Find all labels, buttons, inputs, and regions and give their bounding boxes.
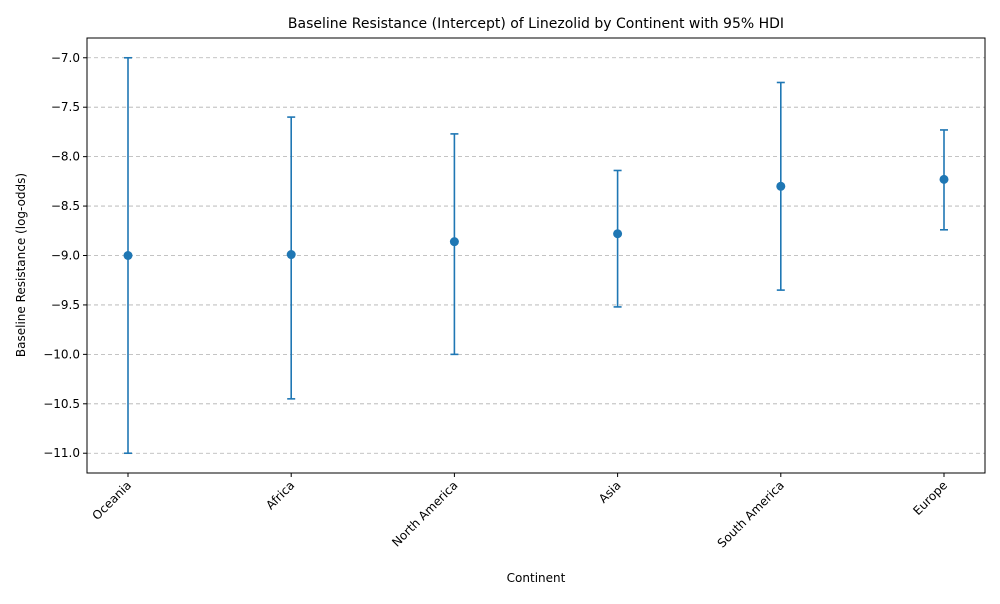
y-tick-label: −8.0 [51,150,80,164]
data-point [613,229,623,239]
y-tick-label: −8.5 [51,199,80,213]
data-point [939,174,949,184]
mark-layer [123,56,949,455]
y-tick-label: −9.5 [51,298,80,312]
y-axis-label: Baseline Resistance (log-odds) [14,173,28,357]
x-tick-label: Asia [596,478,624,506]
data-point [286,250,296,260]
x-tick-label: Oceania [90,478,135,523]
data-point [123,251,133,260]
x-axis-label: Continent [507,571,566,585]
y-tick-label: −7.5 [51,100,80,114]
y-tick-label: −7.0 [51,51,80,65]
chart-title: Baseline Resistance (Intercept) of Linez… [288,16,784,32]
plot-frame [86,37,986,474]
y-tick-label: −10.5 [43,397,80,411]
x-tick-label: South America [715,478,787,550]
grid-layer [87,57,985,454]
y-tick-label: −9.0 [51,249,80,263]
data-point [776,181,786,191]
x-tick-label: North America [389,478,460,549]
data-point [449,237,459,247]
x-tick-label: Africa [263,478,297,512]
y-tick-label: −11.0 [43,446,80,460]
x-tick-label: Europe [910,478,950,518]
y-tick-label: −10.0 [43,347,80,361]
axis-layer: −7.0 −7.5 −8.0 −8.5 −9.0 −9.5 −10.0 −10.5 −11.0 O… [43,37,986,550]
